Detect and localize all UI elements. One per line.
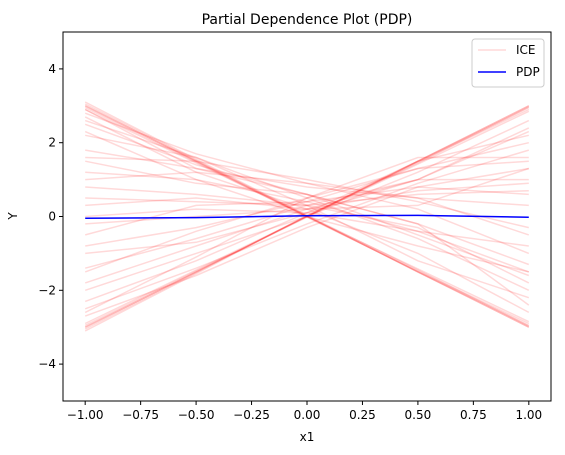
ice-line: [85, 149, 529, 207]
ice-line: [85, 156, 529, 229]
ice-line: [85, 130, 530, 225]
x-tick-label: 1.00: [515, 408, 542, 422]
chart-title: Partial Dependence Plot (PDP): [202, 12, 413, 28]
y-tick-label: 4: [48, 62, 56, 76]
ice-line: [84, 106, 530, 325]
x-tick-label: 0.00: [294, 408, 321, 422]
ice-line: [84, 149, 530, 310]
ice-line: [84, 141, 529, 273]
ice-line: [85, 186, 529, 207]
ice-line: [84, 116, 530, 314]
x-tick-label: −0.50: [178, 408, 215, 422]
x-tick-label: −1.00: [67, 408, 104, 422]
ice-line: [85, 208, 529, 247]
pdp-line: [85, 214, 529, 220]
x-tick-label: −0.25: [233, 408, 270, 422]
ice-line: [84, 108, 530, 306]
legend: ICE PDP: [471, 38, 545, 88]
ice-line: [85, 167, 529, 236]
ice-line: [84, 119, 530, 299]
ice-line: [84, 186, 529, 317]
ice-line: [85, 167, 530, 210]
ice-line: [84, 182, 529, 284]
ice-line: [85, 127, 530, 255]
legend-pdp-label: PDP: [516, 65, 540, 79]
ice-line: [84, 134, 529, 303]
x-axis: −1.00 −0.75 −0.50 −0.25 0.00 0.25 0.50 0.75 1.00: [67, 401, 542, 422]
ice-line: [84, 156, 529, 314]
y-tick-label: −2: [38, 283, 56, 297]
x-tick-label: 0.25: [349, 408, 376, 422]
y-tick-label: 0: [48, 210, 56, 224]
ice-line: [85, 197, 530, 284]
y-tick-label: −4: [38, 357, 56, 371]
legend-box: [471, 38, 545, 88]
y-axis: −4 −2 0 2 4: [38, 62, 63, 371]
y-axis-label: Y: [6, 212, 20, 221]
ice-line: [84, 123, 530, 277]
ice-line: [85, 160, 530, 266]
ice-line: [85, 160, 529, 247]
x-tick-label: 0.75: [460, 408, 487, 422]
x-tick-label: −0.75: [122, 408, 159, 422]
ice-line: [85, 134, 530, 291]
x-tick-label: 0.50: [405, 408, 432, 422]
ice-line: [84, 112, 530, 255]
x-axis-label: x1: [300, 430, 315, 444]
ice-line: [85, 171, 530, 273]
legend-ice-label: ICE: [516, 43, 536, 57]
ice-line: [85, 178, 529, 269]
y-tick-label: 2: [48, 136, 56, 150]
ice-line: [85, 171, 530, 236]
pdp-line-group: [85, 214, 529, 220]
ice-line: [84, 108, 530, 327]
